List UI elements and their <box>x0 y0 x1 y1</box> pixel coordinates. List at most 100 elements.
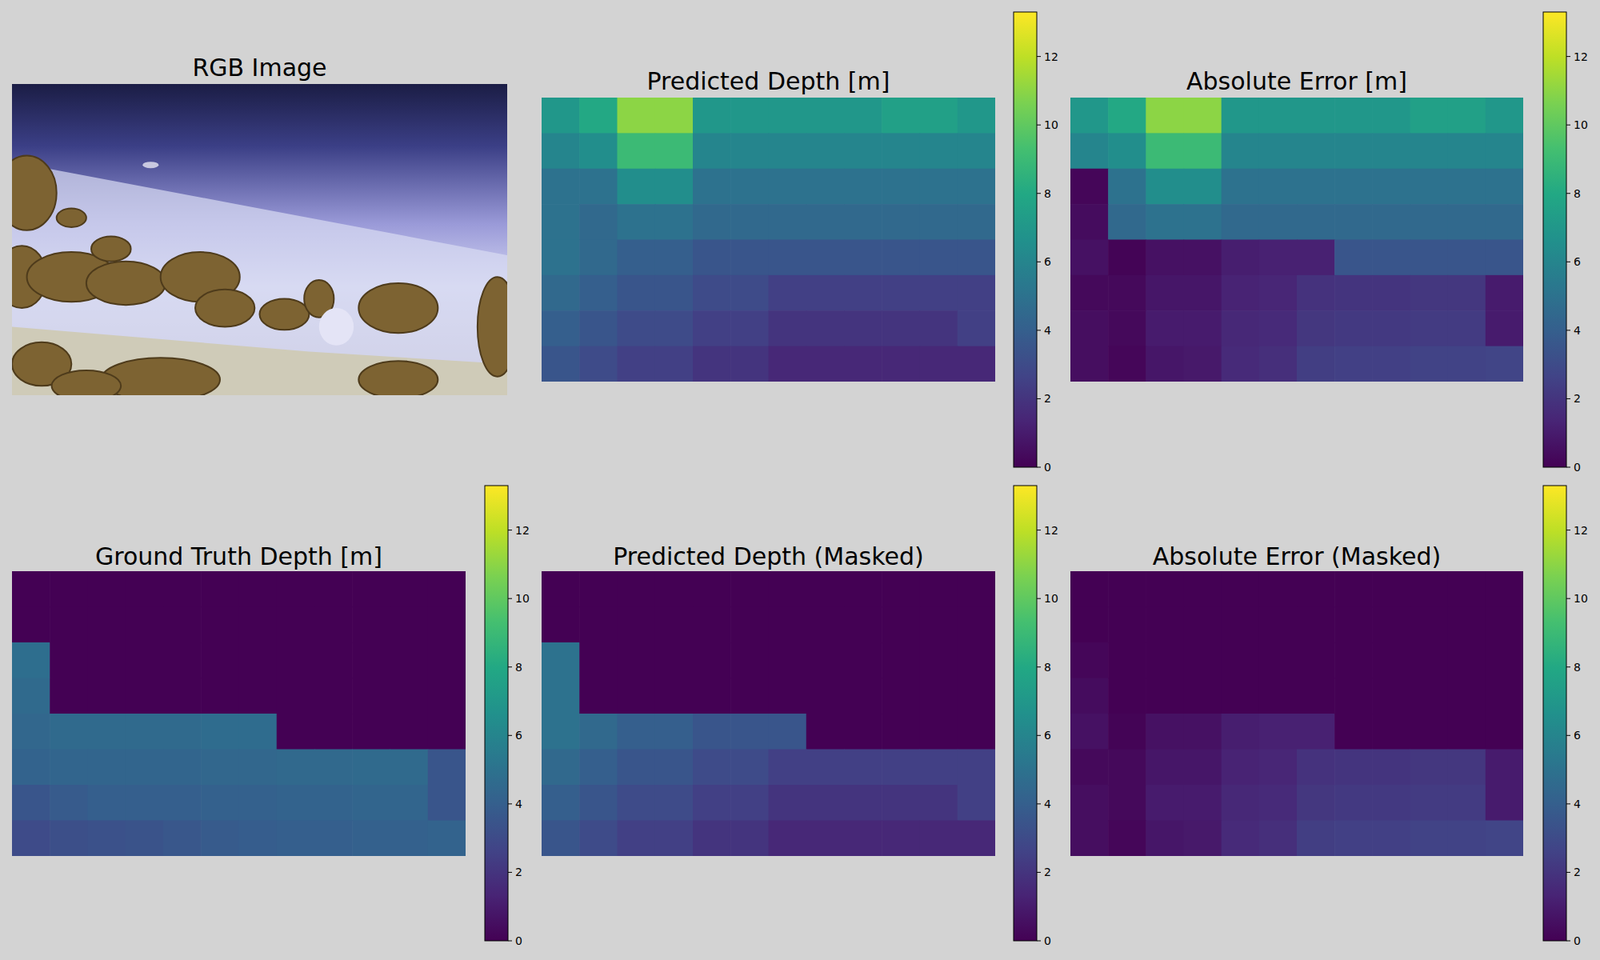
cell <box>1334 571 1373 608</box>
cell <box>390 749 429 786</box>
colorbar-tick-label: 0 <box>1573 934 1581 948</box>
cell <box>1184 820 1223 857</box>
colorbar-tick <box>1566 56 1571 57</box>
cell <box>12 749 51 786</box>
cell <box>692 240 732 276</box>
cell <box>125 749 164 786</box>
cell <box>579 642 618 679</box>
colorbar-tick <box>1036 872 1041 873</box>
cell <box>730 168 769 205</box>
cell <box>1108 642 1147 679</box>
cell <box>1485 713 1524 750</box>
cell <box>1448 204 1487 240</box>
cell <box>1296 97 1336 134</box>
colorbar: 024681012 <box>1013 12 1059 474</box>
cell <box>314 713 353 750</box>
colorbar: 024681012 <box>1543 485 1588 948</box>
cell <box>1485 275 1524 312</box>
cell <box>957 132 996 169</box>
cell <box>163 607 202 644</box>
rock <box>260 298 310 330</box>
colorbar-tick <box>1566 940 1571 942</box>
cell <box>163 642 202 679</box>
cell <box>541 310 580 347</box>
cell <box>1296 571 1336 608</box>
cell <box>730 571 769 608</box>
cell <box>579 132 618 169</box>
cell <box>768 607 808 644</box>
colorbar-tick-label: 4 <box>1044 324 1052 337</box>
colorbar-tick <box>1036 735 1041 736</box>
cell <box>768 240 808 276</box>
cell <box>1070 571 1109 608</box>
cell <box>844 204 883 240</box>
cell <box>163 678 202 715</box>
fish <box>142 161 159 168</box>
heatmap <box>1070 571 1524 856</box>
cell <box>200 642 240 679</box>
cell <box>1070 204 1109 240</box>
cell <box>617 204 656 240</box>
cell <box>692 820 732 857</box>
cell <box>730 346 769 382</box>
cell <box>1221 607 1260 644</box>
cell <box>1070 240 1109 276</box>
colorbar-tick <box>508 940 512 942</box>
cell <box>957 310 996 347</box>
cell <box>617 784 656 821</box>
cell <box>1485 132 1524 169</box>
cell <box>957 97 996 134</box>
cell <box>1296 642 1336 679</box>
colorbar-tick-label: 10 <box>515 592 530 605</box>
cell <box>1296 346 1336 382</box>
colorbar-tick-label: 4 <box>1044 797 1052 811</box>
cell <box>1296 713 1336 750</box>
cell <box>1070 713 1109 750</box>
colorbar-tick-label: 4 <box>1573 324 1581 337</box>
cell <box>806 310 845 347</box>
cell <box>49 713 88 750</box>
cell <box>276 607 316 644</box>
cell <box>579 275 618 312</box>
colorbar-tick <box>1036 124 1041 126</box>
cell <box>920 642 959 679</box>
colorbar-tick <box>1036 598 1041 600</box>
cell <box>617 132 656 169</box>
cell <box>617 168 656 205</box>
cell <box>1184 97 1223 134</box>
cell <box>541 204 580 240</box>
cell <box>1410 678 1449 715</box>
cell <box>920 310 959 347</box>
cell <box>239 642 278 679</box>
cell <box>881 97 920 134</box>
colorbar-tick-label: 12 <box>1573 50 1588 64</box>
cell <box>806 571 845 608</box>
colorbar-tick <box>1036 529 1041 531</box>
cell <box>730 784 769 821</box>
cell <box>541 275 580 312</box>
cell <box>49 678 88 715</box>
cell <box>1221 168 1260 205</box>
cell <box>957 678 996 715</box>
cell <box>1334 275 1373 312</box>
cell <box>1259 820 1298 857</box>
panel-title: Absolute Error [m] <box>1186 67 1408 96</box>
cell <box>1221 310 1260 347</box>
colorbar-tick-label: 0 <box>515 934 523 948</box>
cell <box>881 168 920 205</box>
cell <box>1334 204 1373 240</box>
cell <box>768 346 808 382</box>
colorbar-body <box>1543 12 1567 468</box>
colorbar-tick <box>1566 872 1571 873</box>
cell <box>1259 275 1298 312</box>
heatmap <box>541 571 996 856</box>
cell <box>1296 749 1336 786</box>
cell <box>1184 204 1223 240</box>
cell <box>276 571 316 608</box>
cell <box>1334 240 1373 276</box>
cell <box>655 607 694 644</box>
colorbar-body <box>484 485 508 941</box>
cell <box>1259 346 1298 382</box>
cell <box>692 168 732 205</box>
cell <box>1296 204 1336 240</box>
